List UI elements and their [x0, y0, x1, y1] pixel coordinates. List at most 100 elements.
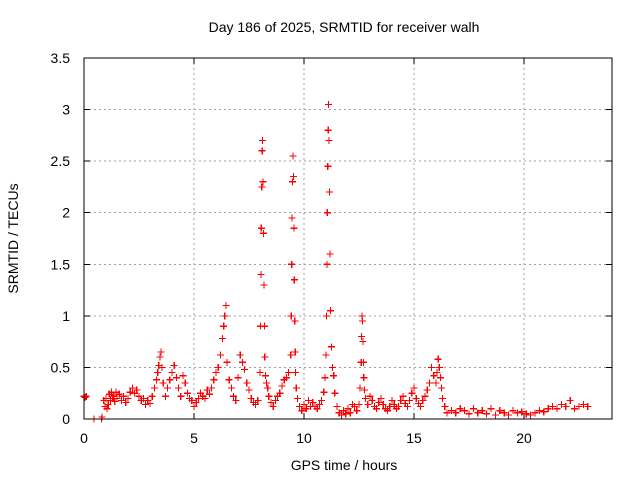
- data-point: [287, 351, 295, 359]
- data-point: [346, 409, 354, 417]
- data-point: [293, 394, 301, 402]
- data-point: [412, 394, 420, 402]
- data-point: [356, 384, 364, 392]
- data-point: [243, 379, 251, 387]
- data-point: [423, 386, 431, 394]
- data-point: [282, 374, 290, 382]
- data-point: [351, 403, 359, 411]
- data-point: [361, 386, 368, 394]
- data-point: [161, 392, 169, 400]
- data-point: [322, 312, 330, 320]
- data-point: [252, 401, 260, 409]
- data-point: [384, 407, 392, 415]
- data-point: [262, 372, 269, 380]
- data-point: [241, 365, 249, 373]
- data-point: [379, 401, 387, 409]
- data-point: [287, 312, 295, 320]
- data-point: [323, 260, 331, 268]
- data-point: [324, 126, 332, 134]
- data-point: [433, 369, 441, 377]
- data-point: [323, 209, 331, 217]
- data-point: [359, 317, 367, 325]
- data-point: [362, 394, 370, 402]
- data-point: [154, 369, 162, 377]
- data-point: [188, 396, 196, 404]
- data-point: [259, 137, 267, 145]
- data-point: [410, 384, 418, 392]
- data-point: [333, 403, 341, 411]
- x-tick-label: 10: [296, 430, 312, 446]
- y-tick-label: 1.5: [51, 256, 71, 272]
- data-point: [447, 407, 455, 415]
- data-point: [232, 396, 240, 404]
- data-point: [571, 405, 579, 413]
- data-point: [257, 271, 265, 279]
- data-point: [142, 401, 150, 409]
- data-point: [456, 405, 464, 413]
- data-point: [331, 389, 339, 397]
- data-point: [219, 335, 227, 343]
- data-point: [496, 407, 504, 415]
- x-axis-label: GPS time / hours: [291, 457, 398, 473]
- data-point: [117, 396, 125, 404]
- grid-layer: [84, 58, 612, 419]
- data-point: [288, 214, 296, 222]
- data-point: [438, 384, 445, 392]
- data-point: [257, 224, 265, 232]
- axis-layer: 0 5 10 15 20 0 0.5 1 1.5 2 2.5 3 3.5: [51, 50, 612, 446]
- data-point: [292, 369, 300, 377]
- data-point: [491, 411, 499, 419]
- data-point: [397, 396, 405, 404]
- data-point: [399, 392, 407, 400]
- data-point: [513, 409, 521, 417]
- data-point: [254, 396, 262, 404]
- data-point: [436, 374, 444, 382]
- data-point: [157, 348, 165, 356]
- data-point: [175, 384, 183, 392]
- data-point: [292, 384, 300, 392]
- data-point: [216, 351, 224, 359]
- data-point: [439, 394, 447, 402]
- data-point: [325, 137, 333, 145]
- data-point: [329, 363, 337, 371]
- data-point: [288, 260, 296, 268]
- data-point: [540, 408, 548, 416]
- data-point: [223, 358, 231, 366]
- data-point: [325, 100, 333, 108]
- data-point: [264, 384, 272, 392]
- data-point: [562, 403, 570, 411]
- data-point: [360, 374, 368, 382]
- data-point: [81, 393, 89, 401]
- data-point: [290, 276, 298, 284]
- data-point: [247, 394, 255, 402]
- data-point: [298, 407, 306, 415]
- data-point: [290, 224, 298, 232]
- data-point: [214, 363, 222, 371]
- data-point: [285, 369, 293, 377]
- data-point: [150, 384, 158, 392]
- data-point: [522, 410, 530, 418]
- data-point: [430, 372, 438, 380]
- data-point: [115, 390, 123, 398]
- data-point: [205, 390, 213, 398]
- y-tick-label: 3.5: [51, 50, 71, 66]
- data-point: [258, 183, 266, 191]
- data-point: [183, 389, 191, 397]
- data-point: [289, 173, 297, 181]
- y-tick-label: 2.5: [51, 153, 71, 169]
- data-point: [168, 369, 176, 377]
- data-point: [419, 396, 427, 404]
- data-point: [417, 403, 425, 411]
- chart-title: Day 186 of 2025, SRMTID for receiver wal…: [209, 19, 480, 35]
- data-point: [428, 363, 436, 371]
- data-point: [300, 401, 308, 409]
- data-point: [474, 409, 482, 417]
- data-point: [535, 407, 543, 415]
- data-point: [113, 394, 121, 402]
- data-point: [487, 405, 495, 413]
- data-point: [395, 403, 403, 411]
- data-point: [326, 307, 334, 315]
- data-point: [126, 388, 134, 396]
- data-point: [302, 405, 310, 413]
- data-point: [406, 396, 414, 404]
